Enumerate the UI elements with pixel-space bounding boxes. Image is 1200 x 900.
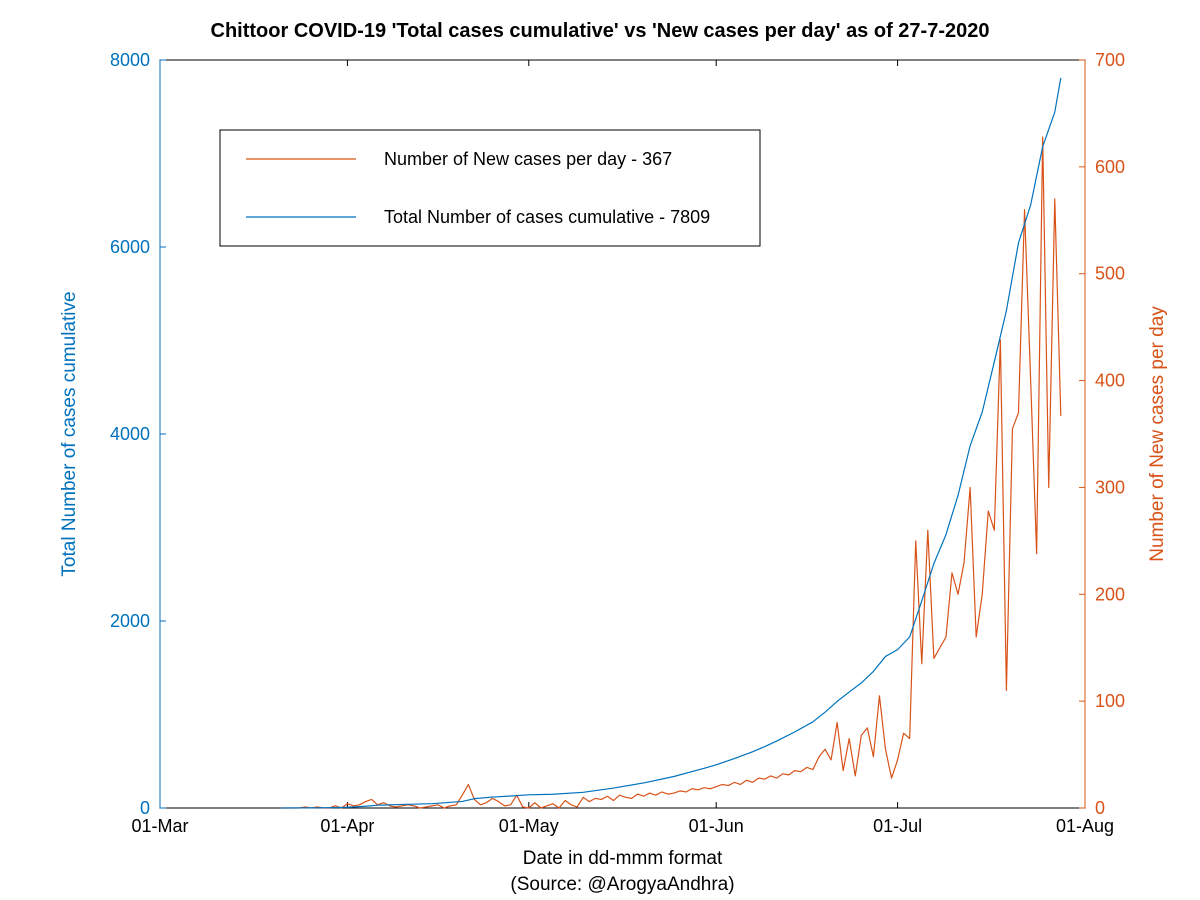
x-tick-label: 01-May xyxy=(499,816,559,836)
yr-tick-label: 500 xyxy=(1095,264,1125,284)
yr-tick-label: 100 xyxy=(1095,691,1125,711)
yr-tick-label: 400 xyxy=(1095,371,1125,391)
x-tick-label: 01-Jul xyxy=(873,816,922,836)
yr-tick-label: 200 xyxy=(1095,584,1125,604)
x-axis-label: Date in dd-mmm format xyxy=(523,848,723,869)
legend-label: Total Number of cases cumulative - 7809 xyxy=(384,207,710,227)
chart-container: { "layout": { "width": 1200, "height": 9… xyxy=(0,0,1200,900)
yr-tick-label: 600 xyxy=(1095,157,1125,177)
yl-tick-label: 8000 xyxy=(110,50,150,70)
yl-tick-label: 4000 xyxy=(110,424,150,444)
yr-tick-label: 0 xyxy=(1095,798,1105,818)
x-tick-label: 01-Aug xyxy=(1056,816,1114,836)
yl-tick-label: 0 xyxy=(140,798,150,818)
legend-box xyxy=(220,130,760,246)
yr-axis-label: Number of New cases per day xyxy=(1147,306,1168,562)
yl-axis-label: Total Number of cases cumulative xyxy=(59,291,80,576)
x-tick-label: 01-Jun xyxy=(689,816,744,836)
yr-tick-label: 300 xyxy=(1095,477,1125,497)
chart-title: Chittoor COVID-19 'Total cases cumulativ… xyxy=(0,20,1200,43)
x-tick-label: 01-Apr xyxy=(320,816,374,836)
x-tick-label: 01-Mar xyxy=(131,816,188,836)
yl-tick-label: 6000 xyxy=(110,237,150,257)
legend-label: Number of New cases per day - 367 xyxy=(384,149,672,169)
source-label: (Source: @ArogyaAndhra) xyxy=(510,874,734,895)
chart-svg: 01-Mar01-Apr01-May01-Jun01-Jul01-Aug0200… xyxy=(0,0,1200,900)
yr-tick-label: 700 xyxy=(1095,50,1125,70)
yl-tick-label: 2000 xyxy=(110,611,150,631)
